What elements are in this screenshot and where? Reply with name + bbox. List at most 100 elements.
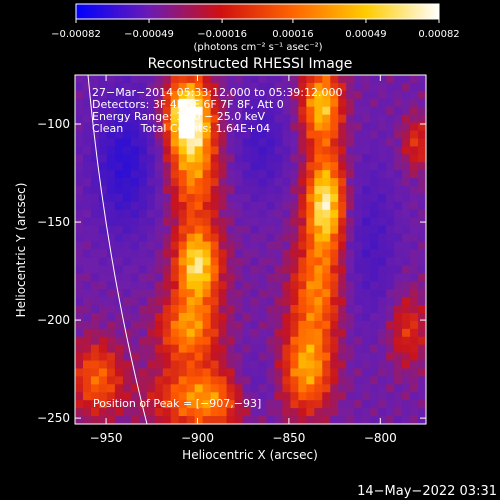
heatmap-cell — [266, 225, 276, 235]
heatmap-cell — [90, 376, 100, 385]
heatmap-cell — [178, 344, 188, 354]
heatmap-cell — [386, 82, 395, 92]
heatmap-cell — [170, 138, 180, 147]
heatmap-cell — [418, 122, 427, 132]
heatmap-cell — [418, 106, 427, 116]
heatmap-cell — [338, 273, 347, 282]
heatmap-cell — [154, 170, 164, 179]
heatmap-cell — [234, 312, 244, 322]
heatmap-cell — [394, 114, 403, 124]
heatmap-cell — [154, 146, 164, 155]
heatmap-cell — [306, 384, 315, 393]
heatmap-cell — [258, 249, 268, 259]
heatmap-cell — [378, 233, 387, 243]
heatmap-cell — [282, 233, 291, 243]
heatmap-cell — [194, 297, 204, 306]
heatmap-cell — [154, 400, 164, 409]
heatmap-cell — [362, 233, 371, 243]
heatmap-cell — [194, 193, 204, 203]
heatmap-cell — [226, 273, 236, 282]
heatmap-cell — [258, 400, 268, 409]
heatmap-cell — [258, 416, 268, 425]
heatmap-cell — [370, 368, 379, 378]
heatmap-cell — [362, 154, 371, 163]
heatmap-cell — [210, 122, 220, 132]
heatmap-cell — [410, 328, 419, 338]
heatmap-cell — [234, 170, 244, 179]
heatmap-cell — [370, 178, 379, 187]
heatmap-cell — [354, 162, 363, 171]
heatmap-cell — [370, 114, 379, 124]
heatmap-cell — [210, 178, 220, 187]
heatmap-cell — [98, 408, 108, 417]
heatmap-cell — [75, 122, 84, 132]
heatmap-cell — [202, 146, 212, 155]
heatmap-cell — [82, 170, 92, 179]
heatmap-cell — [362, 305, 371, 314]
heatmap-cell — [106, 106, 116, 116]
heatmap-cell — [258, 384, 268, 393]
heatmap-cell — [322, 82, 331, 92]
heatmap-cell — [114, 217, 124, 227]
heatmap-cell — [410, 130, 419, 140]
heatmap-cell — [218, 90, 228, 100]
heatmap-cell — [234, 241, 244, 251]
heatmap-cell — [346, 178, 355, 187]
heatmap-cell — [386, 416, 395, 425]
heatmap-cell — [298, 90, 307, 100]
heatmap-cell — [234, 82, 244, 92]
heatmap-cell — [338, 241, 347, 251]
heatmap-cell — [298, 162, 307, 171]
heatmap-cell — [282, 336, 291, 346]
heatmap-cell — [242, 328, 252, 338]
heatmap-cell — [234, 98, 244, 108]
heatmap-cell — [354, 130, 363, 140]
x-tick-label: −850 — [272, 431, 305, 445]
heatmap-cell — [274, 106, 284, 116]
heatmap-cell — [186, 265, 196, 274]
heatmap-cell — [162, 98, 172, 108]
heatmap-cell — [306, 305, 315, 314]
y-axis-ticks: −100−150−200−250 — [37, 117, 426, 425]
heatmap-cell — [362, 138, 371, 147]
heatmap-cell — [274, 98, 284, 108]
heatmap-cell — [210, 360, 220, 370]
heatmap-cell — [98, 122, 108, 132]
heatmap-cell — [130, 114, 140, 124]
heatmap-cell — [186, 257, 196, 266]
heatmap-cell — [386, 170, 395, 179]
heatmap-cell — [75, 392, 84, 401]
heatmap-cell — [130, 98, 140, 108]
heatmap-cell — [194, 392, 204, 401]
heatmap-cell — [162, 352, 172, 362]
heatmap-cell — [378, 178, 387, 187]
heatmap-cell — [402, 146, 411, 155]
heatmap-cell — [194, 146, 204, 155]
heatmap-cell — [90, 225, 100, 235]
heatmap-cell — [154, 352, 164, 362]
heatmap-cell — [170, 122, 180, 132]
heatmap-cell — [314, 201, 323, 211]
heatmap-cell — [410, 352, 419, 362]
heatmap-cell — [114, 233, 124, 243]
heatmap-cell — [370, 249, 379, 259]
heatmap-cell — [98, 170, 108, 179]
heatmap-cell — [138, 154, 148, 163]
heatmap-cell — [290, 186, 299, 195]
heatmap-cell — [130, 265, 140, 274]
heatmap-cell — [162, 201, 172, 211]
heatmap-cell — [306, 400, 315, 409]
heatmap-cell — [250, 154, 260, 163]
heatmap-cell — [122, 400, 132, 409]
heatmap-cell — [130, 82, 140, 92]
heatmap-cell — [266, 312, 276, 322]
heatmap-cell — [362, 281, 371, 290]
heatmap-cell — [330, 75, 339, 84]
heatmap-cell — [138, 336, 148, 346]
heatmap-cell — [290, 336, 299, 346]
heatmap-cell — [130, 193, 140, 203]
heatmap-cell — [410, 209, 419, 219]
heatmap-cell — [402, 98, 411, 108]
heatmap-cell — [146, 305, 156, 314]
heatmap-cell — [394, 416, 403, 425]
